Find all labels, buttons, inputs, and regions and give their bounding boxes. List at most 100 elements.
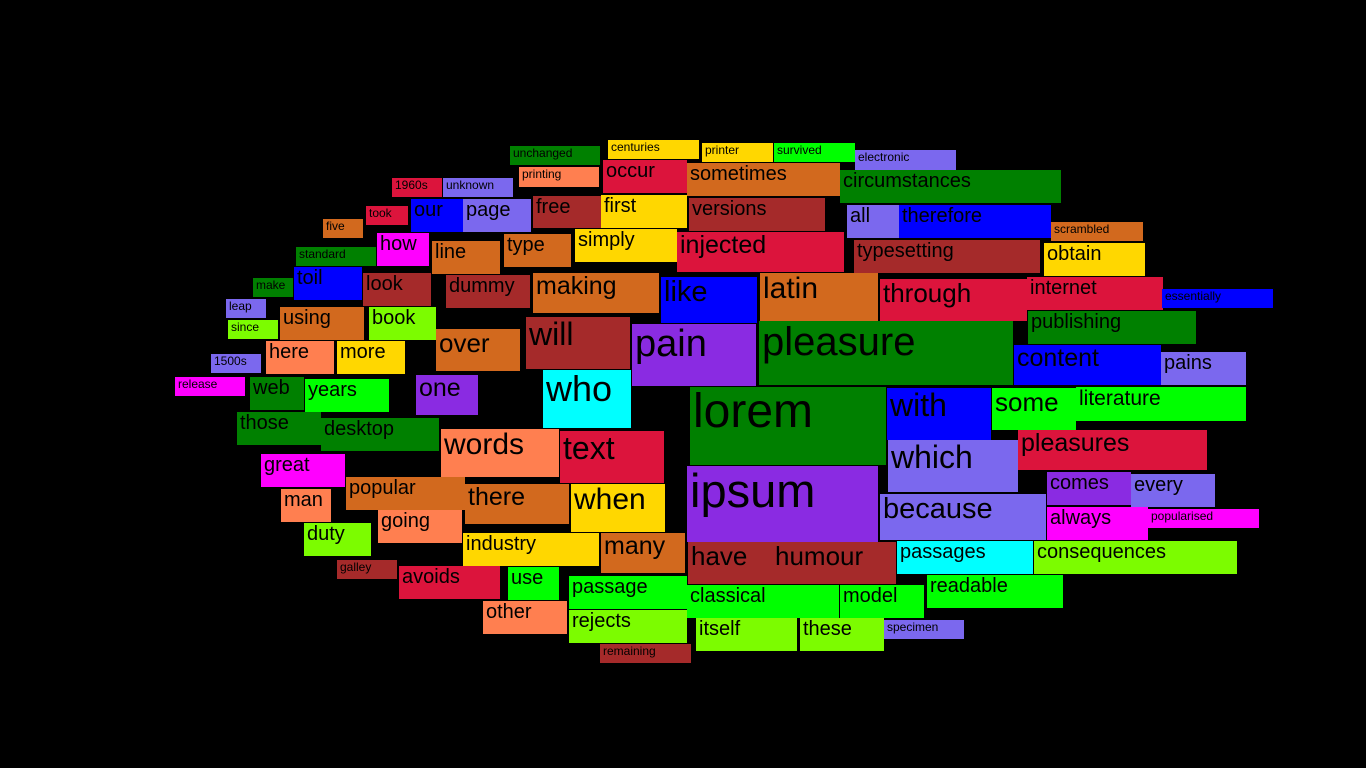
word: injected [677, 232, 844, 272]
word: dummy [446, 275, 530, 308]
word: five [323, 219, 363, 238]
word: every [1131, 474, 1215, 507]
word: typesetting [854, 240, 1040, 273]
word: when [571, 484, 665, 532]
word: pleasures [1018, 430, 1207, 470]
word: scrambled [1051, 222, 1143, 241]
word: unknown [443, 178, 513, 197]
word: who [543, 370, 631, 428]
word: web [250, 377, 304, 410]
word: obtain [1044, 243, 1145, 276]
word: make [253, 278, 293, 297]
word: man [281, 489, 331, 522]
word: industry [463, 533, 599, 566]
word: desktop [321, 418, 439, 451]
word: like [661, 277, 757, 323]
word: occur [603, 160, 687, 193]
word: simply [575, 229, 677, 262]
word: have [688, 542, 772, 584]
word: versions [689, 198, 825, 231]
word: since [228, 320, 278, 339]
word: which [888, 440, 1018, 492]
word: comes [1047, 472, 1131, 505]
word: internet [1027, 277, 1163, 310]
word: pains [1161, 352, 1246, 385]
word: classical [687, 585, 839, 618]
word: remaining [600, 644, 691, 663]
word: survived [774, 143, 855, 162]
word: toil [294, 267, 362, 300]
word: type [504, 234, 571, 267]
word: through [880, 279, 1027, 321]
word: model [840, 585, 924, 618]
word: content [1014, 345, 1161, 385]
word: pleasure [759, 321, 1013, 385]
word: one [416, 375, 478, 415]
word: pain [632, 324, 756, 386]
word: rejects [569, 610, 687, 643]
word: always [1047, 507, 1148, 540]
word: will [526, 317, 630, 369]
word: unchanged [510, 146, 600, 165]
word: itself [696, 618, 797, 651]
word: years [305, 379, 389, 412]
word: free [533, 196, 603, 228]
word: page [463, 199, 531, 232]
word: using [280, 307, 364, 340]
word: there [465, 484, 569, 524]
word: duty [304, 523, 371, 556]
word: passage [569, 576, 687, 609]
word: other [483, 601, 567, 634]
word: line [432, 241, 500, 274]
word: release [175, 377, 245, 396]
word: text [560, 431, 664, 483]
word: these [800, 618, 884, 651]
word: popularised [1148, 509, 1259, 528]
word: specimen [884, 620, 964, 639]
word: passages [897, 541, 1033, 574]
word: some [992, 388, 1076, 430]
word: here [266, 341, 334, 374]
word: sometimes [687, 163, 840, 196]
word: our [411, 199, 463, 232]
word: standard [296, 247, 376, 266]
word: words [441, 429, 559, 477]
word: look [363, 273, 431, 306]
word: literature [1076, 387, 1246, 421]
word: humour [772, 542, 896, 584]
word: ipsum [687, 466, 878, 542]
word: book [369, 307, 436, 340]
word: great [261, 454, 345, 487]
word: use [508, 567, 559, 600]
word: publishing [1028, 311, 1196, 344]
word: because [880, 494, 1046, 540]
word: those [237, 412, 321, 445]
word: popular [346, 477, 465, 510]
word: lorem [690, 387, 886, 465]
word: therefore [899, 205, 1051, 238]
word: more [337, 341, 405, 374]
word: took [366, 206, 408, 225]
word: printer [702, 143, 773, 162]
word: electronic [855, 150, 956, 170]
word: consequences [1034, 541, 1237, 574]
word: how [377, 233, 429, 266]
word: all [847, 205, 899, 238]
word: avoids [399, 566, 500, 599]
word: essentially [1162, 289, 1273, 308]
word: many [601, 533, 685, 573]
word: making [533, 273, 659, 313]
word: readable [927, 575, 1063, 608]
word: circumstances [840, 170, 1061, 203]
word: printing [519, 167, 599, 187]
word: first [601, 195, 687, 228]
word: 1500s [211, 354, 261, 373]
word: with [887, 388, 991, 440]
word: galley [337, 560, 397, 579]
word: latin [760, 273, 878, 321]
word: going [378, 510, 462, 543]
word: over [436, 329, 520, 371]
word: leap [226, 299, 266, 318]
